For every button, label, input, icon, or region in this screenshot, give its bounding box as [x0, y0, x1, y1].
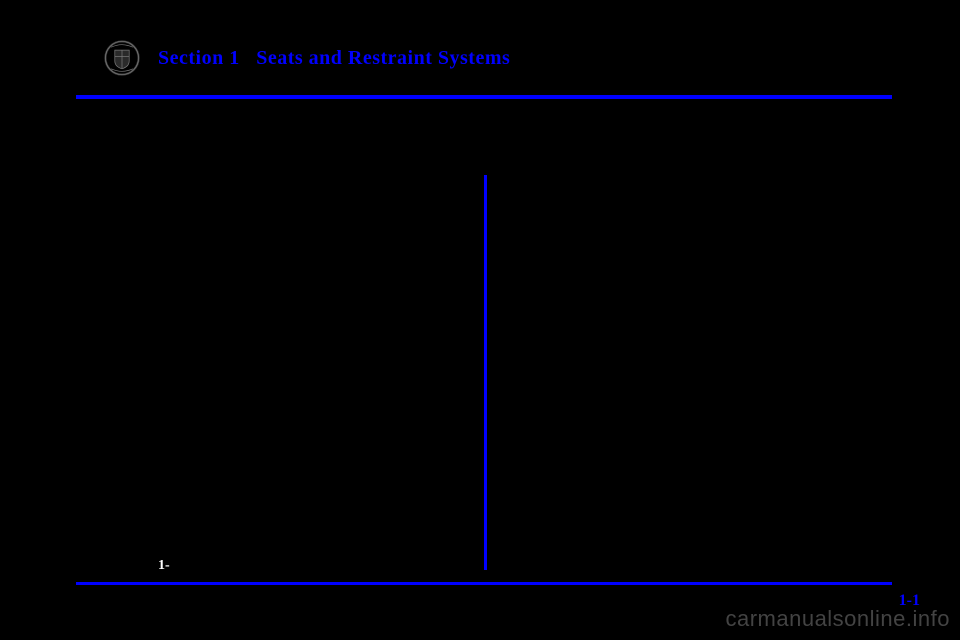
vertical-rule-center	[484, 175, 487, 570]
section-number: Section 1	[158, 47, 240, 69]
horizontal-rule-bottom	[76, 582, 892, 585]
watermark-text: carmanualsonline.info	[725, 606, 950, 632]
section-title: Section 1 Seats and Restraint Systems	[158, 47, 510, 70]
page-container: Section 1 Seats and Restraint Systems 1-…	[0, 0, 960, 640]
page-number-left-partial: 1-	[158, 558, 170, 574]
horizontal-rule-top	[76, 95, 892, 99]
section-header: Section 1 Seats and Restraint Systems	[104, 40, 510, 76]
section-name: Seats and Restraint Systems	[256, 47, 510, 69]
cadillac-crest-icon	[104, 40, 140, 76]
